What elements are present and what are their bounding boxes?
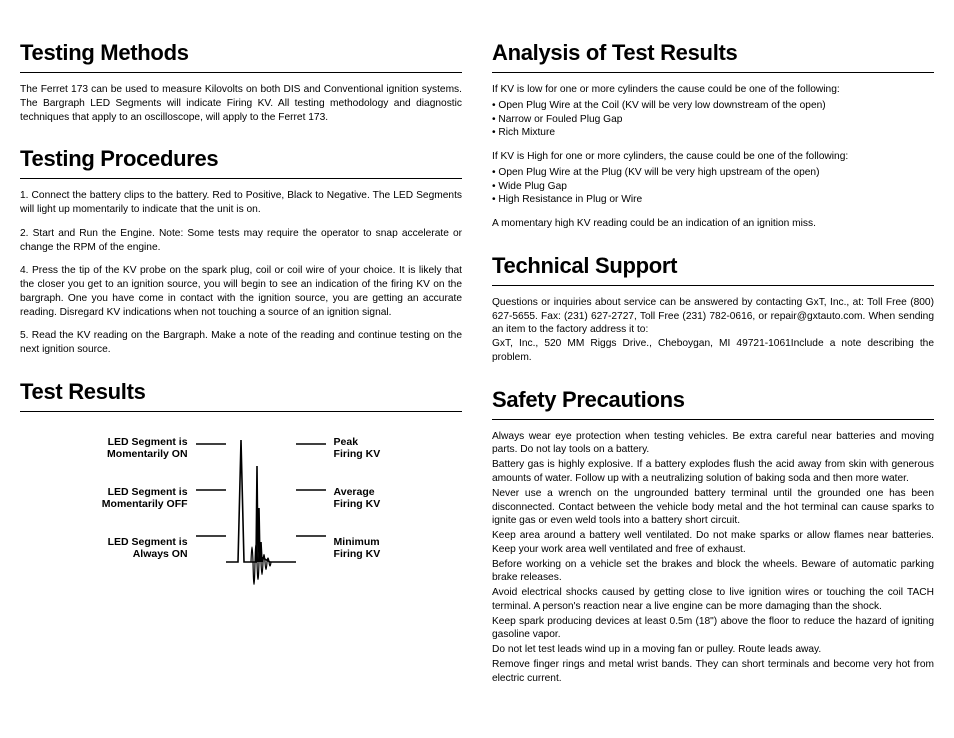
list-item: High Resistance in Plug or Wire [492, 193, 934, 207]
safety-paragraph: Never use a wrench on the ungrounded bat… [492, 487, 934, 528]
procedure-item: 5. Read the KV reading on the Bargraph. … [20, 329, 462, 357]
safety-paragraph: Keep area around a battery well ventilat… [492, 529, 934, 557]
heading-safety: Safety Precautions [492, 387, 934, 413]
analysis-momentary: A momentary high KV reading could be an … [492, 217, 934, 231]
heading-test-results: Test Results [20, 379, 462, 405]
procedure-item: 4. Press the tip of the KV probe on the … [20, 264, 462, 319]
list-item: Narrow or Fouled Plug Gap [492, 113, 934, 127]
safety-paragraph: Remove finger rings and metal wrist band… [492, 658, 934, 686]
analysis-high-list: Open Plug Wire at the Plug (KV will be v… [492, 166, 934, 207]
section-testing-procedures: Testing Procedures 1. Connect the batter… [20, 146, 462, 357]
divider [492, 72, 934, 73]
section-testing-methods: Testing Methods The Ferret 173 can be us… [20, 40, 462, 124]
divider [20, 72, 462, 73]
heading-testing-procedures: Testing Procedures [20, 146, 462, 172]
diagram-label: LED Segment isAlways ON [102, 536, 188, 560]
section-analysis: Analysis of Test Results If KV is low fo… [492, 40, 934, 231]
diagram-label: MinimumFiring KV [334, 536, 381, 560]
divider [492, 419, 934, 420]
heading-tech-support: Technical Support [492, 253, 934, 279]
diagram-label: PeakFiring KV [334, 436, 381, 460]
safety-paragraph: Keep spark producing devices at least 0.… [492, 615, 934, 643]
heading-analysis: Analysis of Test Results [492, 40, 934, 66]
list-item: Wide Plug Gap [492, 180, 934, 194]
divider [20, 178, 462, 179]
safety-paragraph: Before working on a vehicle set the brak… [492, 558, 934, 586]
safety-paragraph: Always wear eye protection when testing … [492, 430, 934, 458]
safety-paragraph: Do not let test leads wind up in a movin… [492, 643, 934, 657]
analysis-low-list: Open Plug Wire at the Coil (KV will be v… [492, 99, 934, 140]
waveform-svg [196, 432, 326, 622]
procedure-item: 2. Start and Run the Engine. Note: Some … [20, 227, 462, 255]
body-testing-methods: The Ferret 173 can be used to measure Ki… [20, 83, 462, 124]
procedure-item: 1. Connect the battery clips to the batt… [20, 189, 462, 217]
divider [492, 285, 934, 286]
diagram-label: LED Segment isMomentarily ON [102, 436, 188, 460]
diagram-label: LED Segment isMomentarily OFF [102, 486, 188, 510]
procedures-list: 1. Connect the battery clips to the batt… [20, 189, 462, 357]
analysis-high-intro: If KV is High for one or more cylinders,… [492, 150, 934, 164]
section-safety: Safety Precautions Always wear eye prote… [492, 387, 934, 686]
list-item: Rich Mixture [492, 126, 934, 140]
left-column: Testing Methods The Ferret 173 can be us… [20, 40, 462, 718]
safety-paragraph: Avoid electrical shocks caused by gettin… [492, 586, 934, 614]
section-tech-support: Technical Support Questions or inquiries… [492, 253, 934, 365]
diagram-labels-left: LED Segment isMomentarily ON LED Segment … [102, 432, 188, 560]
list-item: Open Plug Wire at the Plug (KV will be v… [492, 166, 934, 180]
body-tech-support: Questions or inquiries about service can… [492, 296, 934, 365]
divider [20, 411, 462, 412]
diagram-label: AverageFiring KV [334, 486, 381, 510]
safety-paragraph: Battery gas is highly explosive. If a ba… [492, 458, 934, 486]
analysis-low-intro: If KV is low for one or more cylinders t… [492, 83, 934, 97]
right-column: Analysis of Test Results If KV is low fo… [492, 40, 934, 718]
safety-body: Always wear eye protection when testing … [492, 430, 934, 686]
diagram-labels-right: PeakFiring KV AverageFiring KV MinimumFiri… [334, 432, 381, 560]
section-test-results: Test Results LED Segment isMomentarily O… [20, 379, 462, 622]
list-item: Open Plug Wire at the Coil (KV will be v… [492, 99, 934, 113]
heading-testing-methods: Testing Methods [20, 40, 462, 66]
test-results-diagram: LED Segment isMomentarily ON LED Segment … [20, 432, 462, 622]
